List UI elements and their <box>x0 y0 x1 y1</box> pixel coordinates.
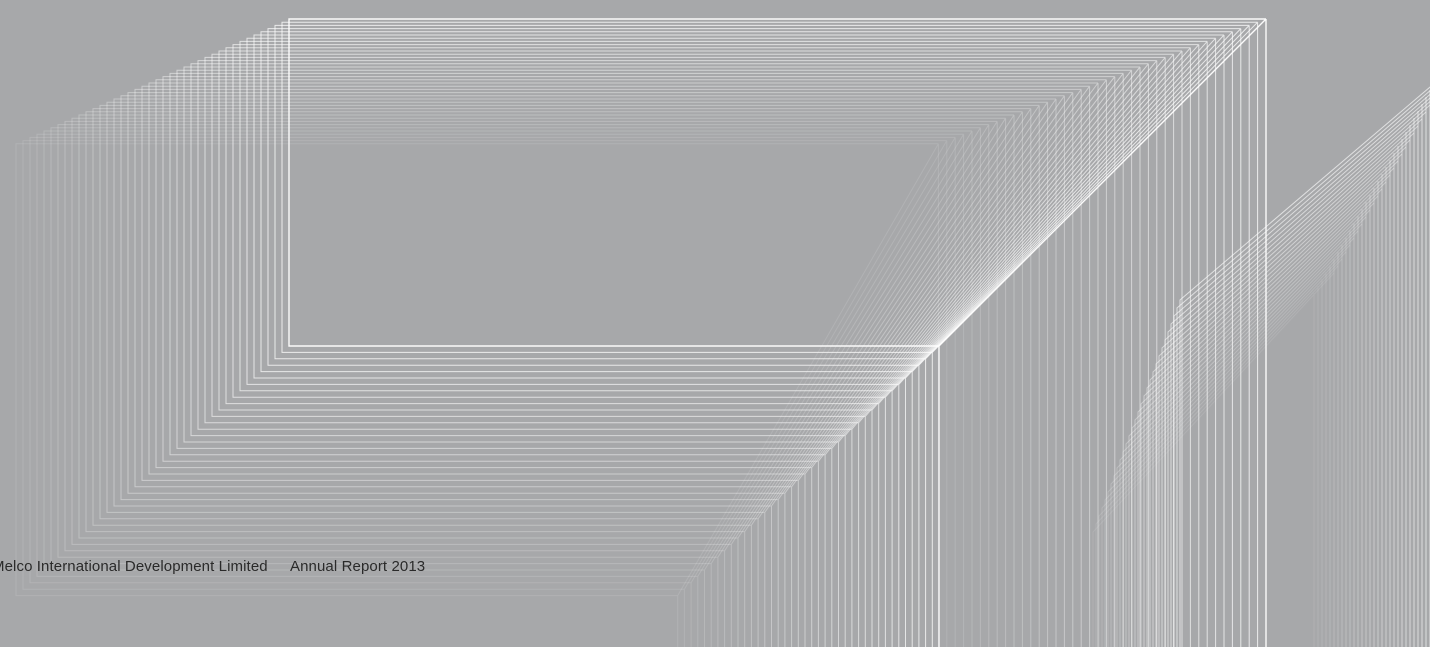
fold-line <box>1155 125 1419 647</box>
fold-line <box>113 98 1057 647</box>
fold-line <box>127 92 1074 647</box>
right-fold-lines <box>1092 86 1430 647</box>
fold-line <box>155 79 1107 647</box>
fold-line <box>183 66 1141 647</box>
fold-line <box>169 72 1124 647</box>
fold-line <box>1179 86 1430 647</box>
fold-line <box>225 47 1191 647</box>
fold-line <box>36 133 965 647</box>
fold-line <box>99 104 1040 647</box>
fold-line <box>78 114 1015 647</box>
fold-line <box>1131 181 1387 647</box>
fold-line <box>1173 93 1430 647</box>
fold-line <box>120 95 1065 647</box>
fold-line <box>1122 202 1375 647</box>
fold-line <box>1149 139 1411 647</box>
company-name: Melco International Development Limited <box>0 558 268 575</box>
fold-line <box>1098 258 1343 647</box>
fold-line <box>1125 195 1379 647</box>
fold-line <box>260 31 1233 647</box>
fold-line <box>50 127 981 647</box>
fold-line <box>162 76 1116 647</box>
fold-line <box>1176 90 1430 647</box>
fold-line <box>22 140 948 647</box>
fold-line <box>1152 132 1415 647</box>
fold-line <box>43 130 973 647</box>
fold-line <box>1116 216 1367 647</box>
fold-line <box>1170 97 1430 647</box>
fold-line <box>246 37 1217 647</box>
fold-line <box>85 111 1023 647</box>
fold-line <box>134 88 1082 647</box>
fold-line <box>1128 188 1383 647</box>
fold-line <box>267 28 1242 647</box>
fold-line <box>92 108 1032 647</box>
fold-line <box>1119 209 1371 647</box>
fold-line <box>176 69 1133 647</box>
fold-line <box>232 44 1200 647</box>
fold-line <box>1110 230 1359 647</box>
fold-line <box>64 120 998 647</box>
fold-line <box>148 82 1099 647</box>
fold-line <box>288 18 1267 647</box>
fold-line <box>1092 272 1335 647</box>
fold-line <box>57 124 990 647</box>
main-fold-lines <box>15 18 1267 647</box>
fold-line <box>1164 104 1430 647</box>
fold-line <box>71 117 1007 647</box>
fold-line <box>1104 244 1351 647</box>
fold-line <box>1107 237 1355 647</box>
footer-caption: Melco International Development Limited … <box>0 558 425 575</box>
report-title: Annual Report 2013 <box>290 558 426 575</box>
fold-line <box>253 34 1225 647</box>
fold-line <box>1146 146 1407 647</box>
fold-line <box>1134 174 1391 647</box>
fold-line <box>281 21 1259 647</box>
fold-line <box>1095 265 1339 647</box>
fold-line <box>1143 153 1403 647</box>
fold-line <box>190 63 1149 647</box>
fold-line <box>1140 160 1399 647</box>
fold-line <box>1161 111 1427 647</box>
fold-line <box>197 60 1158 647</box>
fold-line <box>1101 251 1347 647</box>
fold-line <box>1137 167 1395 647</box>
fold-line <box>218 50 1183 647</box>
fold-line <box>1158 118 1423 647</box>
fold-line <box>29 136 956 647</box>
fold-line <box>274 24 1250 647</box>
fold-line <box>239 40 1208 647</box>
fold-line <box>1113 223 1363 647</box>
fold-line <box>15 143 939 647</box>
fold-line <box>106 101 1049 647</box>
fold-line <box>1167 100 1430 647</box>
fold-line <box>141 85 1091 647</box>
